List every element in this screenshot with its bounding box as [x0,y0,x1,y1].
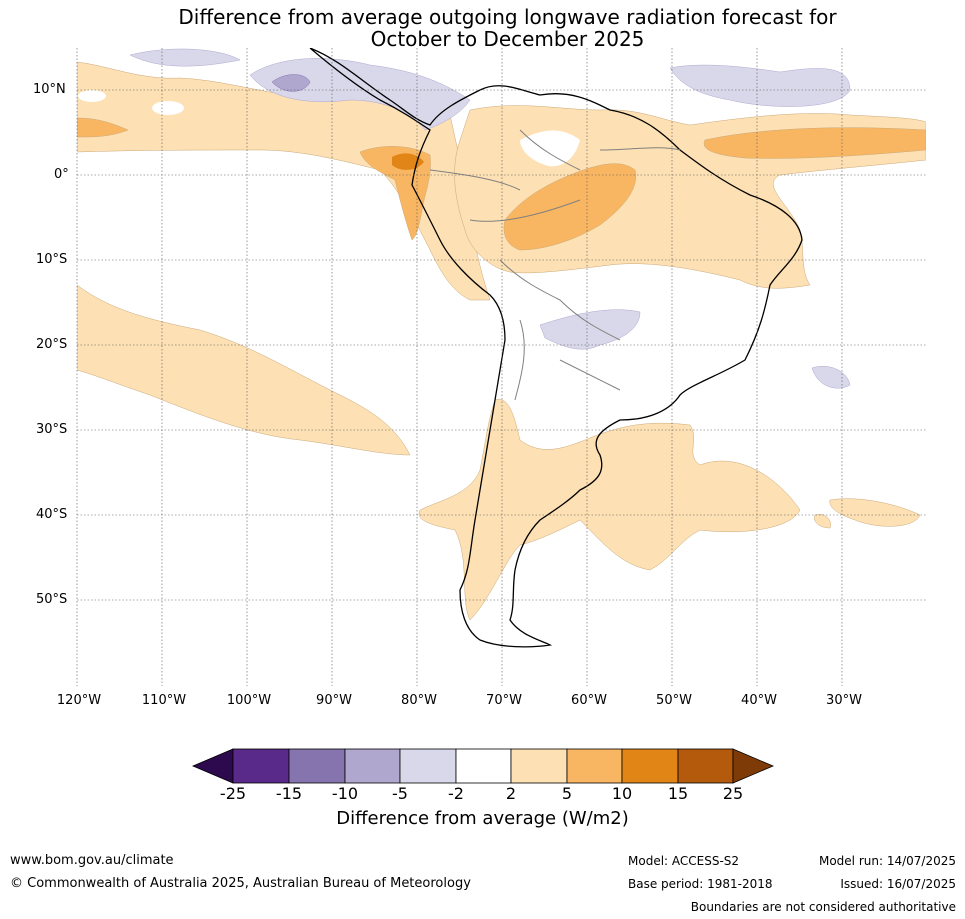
colorbar-tick: -5 [392,784,408,803]
colorbar-segment [288,748,346,784]
lat-label: 20°S [36,337,68,352]
colorbar-segment [732,748,775,784]
lon-label: 70°W [486,693,522,708]
issued-date: Issued: 16/07/2025 [840,877,956,891]
colorbar-tick: 5 [561,784,573,803]
graticule [76,48,926,686]
colorbar-segment [621,748,679,784]
lon-label: 100°W [226,693,272,708]
lat-label: 30°S [36,422,68,437]
boundaries-disclaimer: Boundaries are not considered authoritat… [690,900,956,914]
colorbar [191,748,775,784]
lon-label: 120°W [56,693,102,708]
colorbar-segment [677,748,734,784]
map-title-line1: Difference from average outgoing longwav… [178,5,837,29]
lon-label: 50°W [656,693,692,708]
coastline [309,48,803,648]
lon-label: 80°W [401,693,437,708]
copyright-text: © Commonwealth of Australia 2025, Austra… [10,876,471,891]
colorbar-segment [455,748,512,784]
colorbar-tick: -2 [448,784,464,803]
colorbar-label: Difference from average (W/m2) [336,808,629,829]
colorbar-tick: 10 [611,784,633,803]
model-run-date: Model run: 14/07/2025 [818,854,956,868]
lon-label: 60°W [571,693,607,708]
colorbar-segment [399,748,457,784]
colorbar-segment [232,748,290,784]
colorbar-segment [191,748,234,784]
lon-label: 30°W [826,693,862,708]
colorbar-tick: -25 [219,784,247,803]
anomaly-fields [77,48,926,621]
colorbar-segment [344,748,401,784]
lat-label: 50°S [36,592,68,607]
colorbar-segment [566,748,623,784]
base-period: Base period: 1981-2018 [628,877,773,891]
lon-label: 40°W [741,693,777,708]
lat-label: 10°N [33,82,66,97]
website-link[interactable]: www.bom.gov.au/climate [10,853,174,868]
map-title-line2: October to December 2025 [370,27,645,51]
model-name: Model: ACCESS-S2 [628,854,740,868]
colorbar-tick: 2 [505,784,517,803]
negative-anomaly-region [129,48,241,67]
moderate-anomaly-region [77,117,129,138]
lat-label: 10°S [36,252,68,267]
colorbar-tick: -10 [331,784,359,803]
colorbar-tick: 15 [667,784,689,803]
colorbar-tick: 25 [722,784,744,803]
lat-label: 40°S [36,507,68,522]
colorbar-tick: -15 [275,784,303,803]
colorbar-segment [510,748,568,784]
lat-label: 0° [54,167,69,182]
lon-label: 90°W [316,693,352,708]
lon-label: 110°W [141,693,187,708]
